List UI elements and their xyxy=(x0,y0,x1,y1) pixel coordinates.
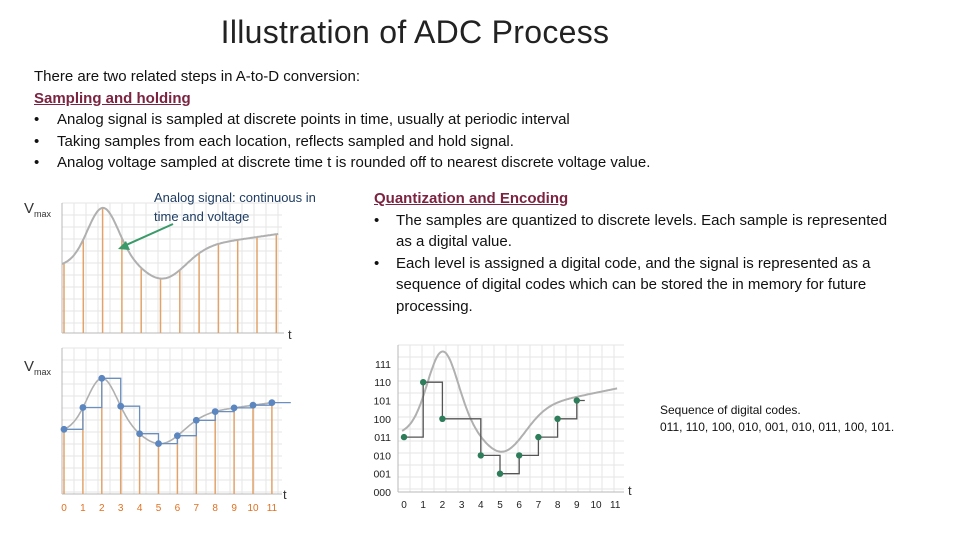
sample-index-label: 0 xyxy=(61,503,67,514)
analog-curve xyxy=(61,206,279,280)
vmax-label-top: Vmax xyxy=(24,200,52,219)
sample-point xyxy=(155,440,162,448)
code-level-label: 000 xyxy=(373,487,391,499)
sample-index-label: 7 xyxy=(194,503,200,514)
quant-staircase xyxy=(404,381,585,475)
code-level-label: 110 xyxy=(374,377,391,389)
sample-index-label: 9 xyxy=(574,500,580,511)
intro-lead: There are two related steps in A-to-D co… xyxy=(34,68,360,85)
quantization-bullet: • Each level is assigned a digital code, … xyxy=(374,254,871,315)
digital-codes-note: Sequence of digital codes. 011, 110, 100… xyxy=(660,402,900,435)
sample-point xyxy=(268,399,276,407)
quantized-point xyxy=(496,470,504,477)
codes-heading: Sequence of digital codes. xyxy=(660,403,801,417)
sample-index-label: 2 xyxy=(99,503,105,514)
quant-analog-curve xyxy=(401,350,618,453)
sample-point xyxy=(98,374,106,382)
page-title: Illustration of ADC Process xyxy=(220,14,610,50)
quantized-point xyxy=(554,415,561,422)
sample-point xyxy=(60,425,68,433)
quantized-point xyxy=(573,397,580,404)
quantization-bullet: • The samples are quantized to discrete l… xyxy=(374,211,888,251)
sample-index-label: 6 xyxy=(175,503,181,514)
quantized-point xyxy=(516,452,523,459)
code-level-label: 101 xyxy=(373,396,391,408)
quantization-heading: Quantization and Encoding xyxy=(374,190,569,207)
sample-hold-plot: 0 1 2 3 4 5 6 7 8 9 10 11 Vmax t xyxy=(24,347,291,514)
code-level-label: 011 xyxy=(374,432,391,444)
quantization-section: Quantization and Encoding • The samples a… xyxy=(374,188,904,317)
sample-index-label: 1 xyxy=(80,503,86,514)
t-label-quant: t xyxy=(628,483,632,498)
sample-index-label: 6 xyxy=(516,500,522,511)
callout-arrow xyxy=(123,223,174,247)
t-label-top: t xyxy=(288,327,292,342)
intro-bullet: • Taking samples from each location, refl… xyxy=(34,132,514,150)
sample-point xyxy=(249,401,257,409)
sample-point xyxy=(174,432,181,440)
sample-index-label: 4 xyxy=(478,500,484,511)
callout-arrow-head xyxy=(118,241,130,250)
sample-point xyxy=(117,402,125,410)
sample-index-label: 8 xyxy=(555,500,561,511)
sample-index-label: 9 xyxy=(231,503,237,514)
intro-bullet: • Analog signal is sampled at discrete po… xyxy=(34,111,570,128)
vmax-label-bottom: Vmax xyxy=(24,358,52,377)
sample-index-label: 5 xyxy=(156,503,162,514)
sample-index-label: 0 xyxy=(401,500,407,511)
sample-index-label: 2 xyxy=(440,500,446,511)
sample-index-label: 3 xyxy=(118,503,124,514)
sample-index-label: 4 xyxy=(137,503,143,514)
sample-point xyxy=(79,404,87,411)
analog-callout: Analog signal: continuous in time and vo… xyxy=(154,190,316,224)
quantized-point xyxy=(477,452,484,459)
sampling-heading: Sampling and holding xyxy=(34,89,191,107)
sample-index-label: 1 xyxy=(420,500,426,511)
code-level-label: 001 xyxy=(373,469,391,481)
sample-index-label: 8 xyxy=(212,503,218,514)
codes-values: 011, 110, 100, 010, 001, 010, 011, 100, … xyxy=(660,419,895,434)
sample-index-label: 7 xyxy=(536,500,542,511)
quantized-point xyxy=(400,433,408,441)
sample-index-label: 10 xyxy=(590,500,602,511)
code-level-label: 010 xyxy=(373,450,391,462)
intro-section: There are two related steps in A-to-D co… xyxy=(34,66,934,174)
sample-index-label: 11 xyxy=(267,503,278,514)
quantized-point xyxy=(439,415,446,422)
t-label-bottom: t xyxy=(283,487,287,502)
quantized-point xyxy=(535,433,542,441)
sample-index-label: 11 xyxy=(610,500,621,511)
sample-index-label: 5 xyxy=(497,500,503,511)
code-level-label: 100 xyxy=(373,414,391,426)
sample-point xyxy=(136,430,144,438)
sample-point xyxy=(211,408,219,415)
code-level-label: 111 xyxy=(375,359,391,371)
sample-point xyxy=(192,416,200,424)
analog-plot: Vmax t xyxy=(24,200,292,342)
quantized-point xyxy=(420,379,427,386)
hold-analog-curve xyxy=(61,377,274,445)
intro-bullet: • Analog voltage sampled at discrete time… xyxy=(34,154,651,171)
sample-index-label: 3 xyxy=(459,500,465,511)
sample-point xyxy=(230,404,238,412)
sample-index-label: 10 xyxy=(247,503,259,514)
